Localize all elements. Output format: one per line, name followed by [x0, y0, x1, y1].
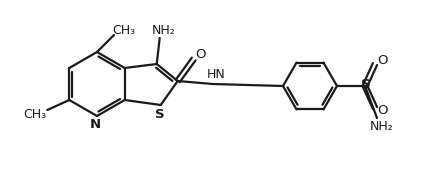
Text: O: O — [377, 104, 387, 117]
Text: NH₂: NH₂ — [370, 119, 394, 132]
Text: O: O — [377, 54, 387, 67]
Text: CH₃: CH₃ — [112, 25, 136, 38]
Text: HN: HN — [206, 68, 225, 81]
Text: CH₃: CH₃ — [24, 107, 47, 120]
Text: O: O — [195, 47, 206, 61]
Text: N: N — [89, 118, 101, 131]
Text: S: S — [361, 78, 371, 91]
Text: S: S — [155, 107, 164, 120]
Text: NH₂: NH₂ — [152, 25, 176, 38]
